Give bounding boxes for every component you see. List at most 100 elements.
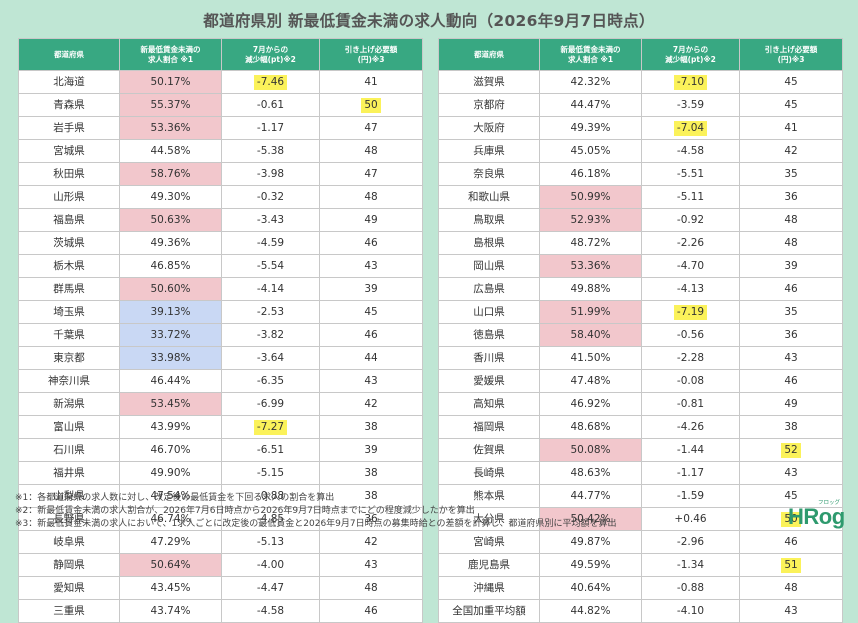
- change-value: -6.51: [256, 443, 285, 456]
- prefecture-cell: 大阪府: [438, 116, 540, 140]
- prefecture-cell: 栃木県: [18, 254, 120, 278]
- ratio-cell: 58.76%: [119, 162, 222, 186]
- column-header: 7月からの 減少幅(pt)※2: [221, 38, 320, 71]
- prefecture-cell: 佐賀県: [438, 438, 540, 462]
- amount-value: 43: [784, 604, 798, 617]
- amount-value: 46: [784, 282, 798, 295]
- column-header: 引き上げ必要額 (円)※3: [319, 38, 423, 71]
- change-value: -5.11: [676, 190, 705, 203]
- amount-cell: 38: [319, 461, 423, 485]
- prefecture-cell: 熊本県: [438, 484, 540, 508]
- change-value: -5.54: [256, 259, 285, 272]
- change-cell: -5.15: [221, 461, 320, 485]
- change-cell: -4.85: [221, 507, 320, 531]
- prefecture-cell: 岩手県: [18, 116, 120, 140]
- change-value: -4.70: [676, 259, 705, 272]
- change-cell: -7.04: [641, 116, 740, 140]
- amount-cell: 39: [319, 438, 423, 462]
- amount-value: 50: [781, 511, 801, 527]
- amount-value: 43: [784, 351, 798, 364]
- change-cell: -4.58: [641, 139, 740, 163]
- amount-value: 35: [784, 167, 798, 180]
- change-cell: -2.96: [641, 530, 740, 554]
- prefecture-cell: 福島県: [18, 208, 120, 232]
- ratio-cell: 49.36%: [119, 231, 222, 255]
- ratio-cell: 48.72%: [539, 231, 642, 255]
- change-value: -0.92: [676, 213, 705, 226]
- amount-cell: 49: [319, 208, 423, 232]
- ratio-cell: 33.72%: [119, 323, 222, 347]
- amount-value: 43: [364, 374, 378, 387]
- amount-cell: 50: [319, 93, 423, 117]
- prefecture-cell: 埼玉県: [18, 300, 120, 324]
- prefecture-cell: 茨城県: [18, 231, 120, 255]
- change-value: -4.59: [256, 236, 285, 249]
- ratio-cell: 43.74%: [119, 599, 222, 623]
- amount-value: 51: [781, 557, 801, 573]
- prefecture-cell: 山梨県: [18, 484, 120, 508]
- table-row: 福岡県 48.68% -4.26 38: [438, 415, 843, 439]
- footnote-3: ※3：新最低賃金未満の求人において、1求人ごとに改定後の最低賃金と2026年9月…: [15, 519, 617, 529]
- logo-kana: フロッグ: [818, 500, 841, 506]
- prefecture-cell: 宮城県: [18, 139, 120, 163]
- prefecture-cell: 全国加重平均額: [438, 599, 540, 623]
- table-row: 沖縄県 40.64% -0.88 48: [438, 576, 843, 600]
- change-value: -5.15: [256, 466, 285, 479]
- amount-value: 41: [364, 75, 378, 88]
- table-row: 徳島県 58.40% -0.56 36: [438, 323, 843, 347]
- change-value: -0.32: [256, 190, 285, 203]
- amount-cell: 46: [739, 530, 843, 554]
- change-value: -0.08: [676, 374, 705, 387]
- table-row: 佐賀県 50.08% -1.44 52: [438, 438, 843, 462]
- change-value: -4.14: [256, 282, 285, 295]
- table-row: 岩手県 53.36% -1.17 47: [18, 116, 423, 140]
- ratio-cell: 50.60%: [119, 277, 222, 301]
- amount-value: 50: [361, 97, 381, 113]
- footnote-2: ※2：新最低賃金未満の求人割合が、2026年7月6日時点から2026年9月7日時…: [15, 506, 475, 516]
- table-row: 岡山県 53.36% -4.70 39: [438, 254, 843, 278]
- amount-cell: 42: [319, 530, 423, 554]
- amount-value: 45: [784, 98, 798, 111]
- amount-value: 36: [784, 190, 798, 203]
- change-cell: -5.13: [221, 530, 320, 554]
- ratio-cell: 50.99%: [539, 185, 642, 209]
- amount-cell: 38: [739, 415, 843, 439]
- amount-cell: 43: [739, 461, 843, 485]
- table-row: 北海道 50.17% -7.46 41: [18, 70, 423, 94]
- ratio-cell: 46.92%: [539, 392, 642, 416]
- amount-value: 43: [364, 558, 378, 571]
- prefecture-cell: 高知県: [438, 392, 540, 416]
- amount-cell: 50: [739, 507, 843, 531]
- ratio-cell: 43.45%: [119, 576, 222, 600]
- prefecture-cell: 福岡県: [438, 415, 540, 439]
- table-row: 奈良県 46.18% -5.51 35: [438, 162, 843, 186]
- amount-cell: 38: [319, 415, 423, 439]
- page-title: 都道府県別 新最低賃金未満の求人動向（2026年9月7日時点）: [203, 12, 655, 30]
- ratio-cell: 49.59%: [539, 553, 642, 577]
- amount-value: 45: [364, 305, 378, 318]
- prefecture-cell: 山形県: [18, 185, 120, 209]
- change-cell: -1.34: [641, 553, 740, 577]
- prefecture-cell: 奈良県: [438, 162, 540, 186]
- change-value: -1.59: [676, 489, 705, 502]
- ratio-cell: 50.08%: [539, 438, 642, 462]
- table-row: 和歌山県 50.99% -5.11 36: [438, 185, 843, 209]
- ratio-cell: 47.29%: [119, 530, 222, 554]
- table-row: 宮城県 44.58% -5.38 48: [18, 139, 423, 163]
- change-cell: -3.43: [221, 208, 320, 232]
- prefecture-cell: 長崎県: [438, 461, 540, 485]
- amount-value: 45: [784, 489, 798, 502]
- change-cell: -0.56: [641, 323, 740, 347]
- amount-cell: 36: [319, 507, 423, 531]
- change-cell: -0.88: [641, 576, 740, 600]
- amount-cell: 46: [319, 231, 423, 255]
- ratio-cell: 49.87%: [539, 530, 642, 554]
- table-row: 埼玉県 39.13% -2.53 45: [18, 300, 423, 324]
- change-cell: -4.59: [221, 231, 320, 255]
- prefecture-cell: 新潟県: [18, 392, 120, 416]
- prefecture-cell: 富山県: [18, 415, 120, 439]
- amount-value: 38: [364, 420, 378, 433]
- change-value: -4.00: [256, 558, 285, 571]
- amount-cell: 45: [739, 93, 843, 117]
- amount-cell: 36: [739, 323, 843, 347]
